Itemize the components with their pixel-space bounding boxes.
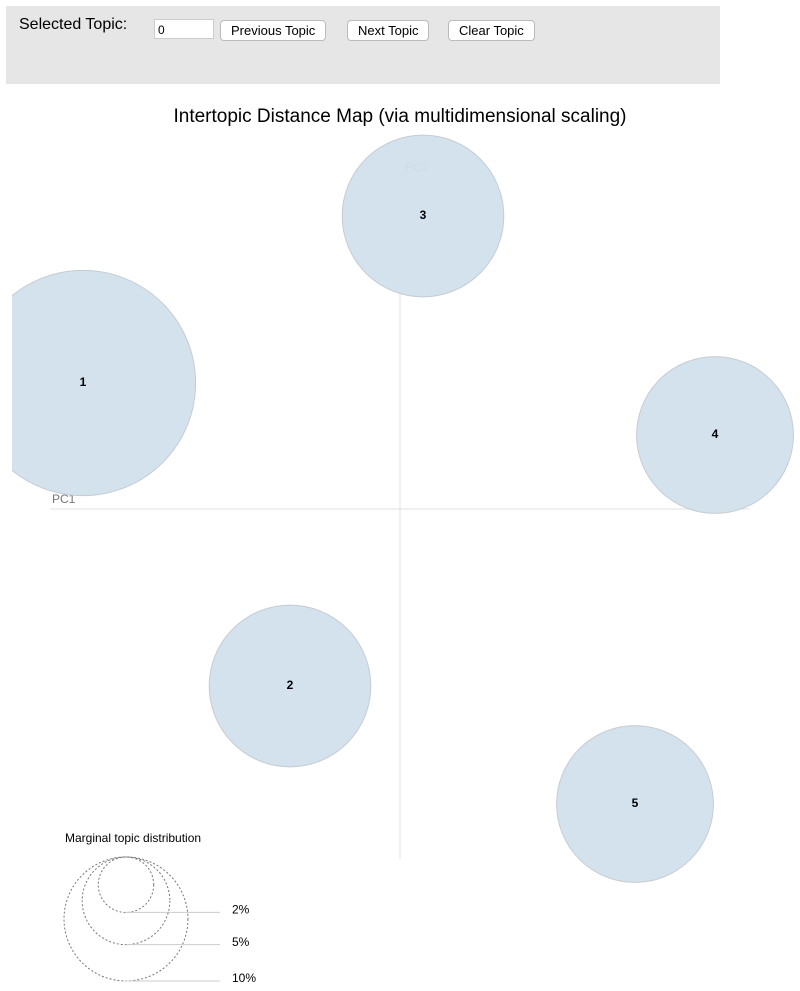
- legend-title: Marginal topic distribution: [65, 831, 201, 845]
- topic-bubble: [208, 604, 372, 768]
- chart-title: Intertopic Distance Map (via multidimens…: [173, 106, 626, 127]
- topic-bubble: [341, 134, 505, 298]
- legend-label: 2%: [232, 903, 250, 917]
- clear-button[interactable]: Clear Topic: [448, 20, 535, 41]
- topic-input[interactable]: 0: [154, 19, 214, 39]
- legend-label: 10%: [232, 971, 256, 985]
- selected-topic-label: Selected Topic:: [19, 16, 128, 33]
- topic-label: 3: [420, 208, 427, 222]
- topic-label: 2: [287, 678, 294, 692]
- x-axis-label: PC1: [52, 492, 76, 506]
- topic-bubble: [12, 269, 197, 497]
- toolbar: Selected Topic: 0 Previous Topic Next To…: [6, 6, 720, 84]
- legend-circle: [97, 856, 155, 913]
- topic-label: 1: [80, 375, 87, 389]
- topic-bubble: [556, 725, 714, 883]
- topic-label: 5: [632, 796, 639, 810]
- topic-bubble: [636, 356, 794, 514]
- legend-circle: [63, 856, 189, 982]
- legend-label: 5%: [232, 935, 250, 949]
- next-button[interactable]: Next Topic: [347, 20, 430, 41]
- previous-button[interactable]: Previous Topic: [220, 20, 327, 41]
- legend-circle: [81, 856, 171, 946]
- topic-label: 4: [712, 427, 719, 441]
